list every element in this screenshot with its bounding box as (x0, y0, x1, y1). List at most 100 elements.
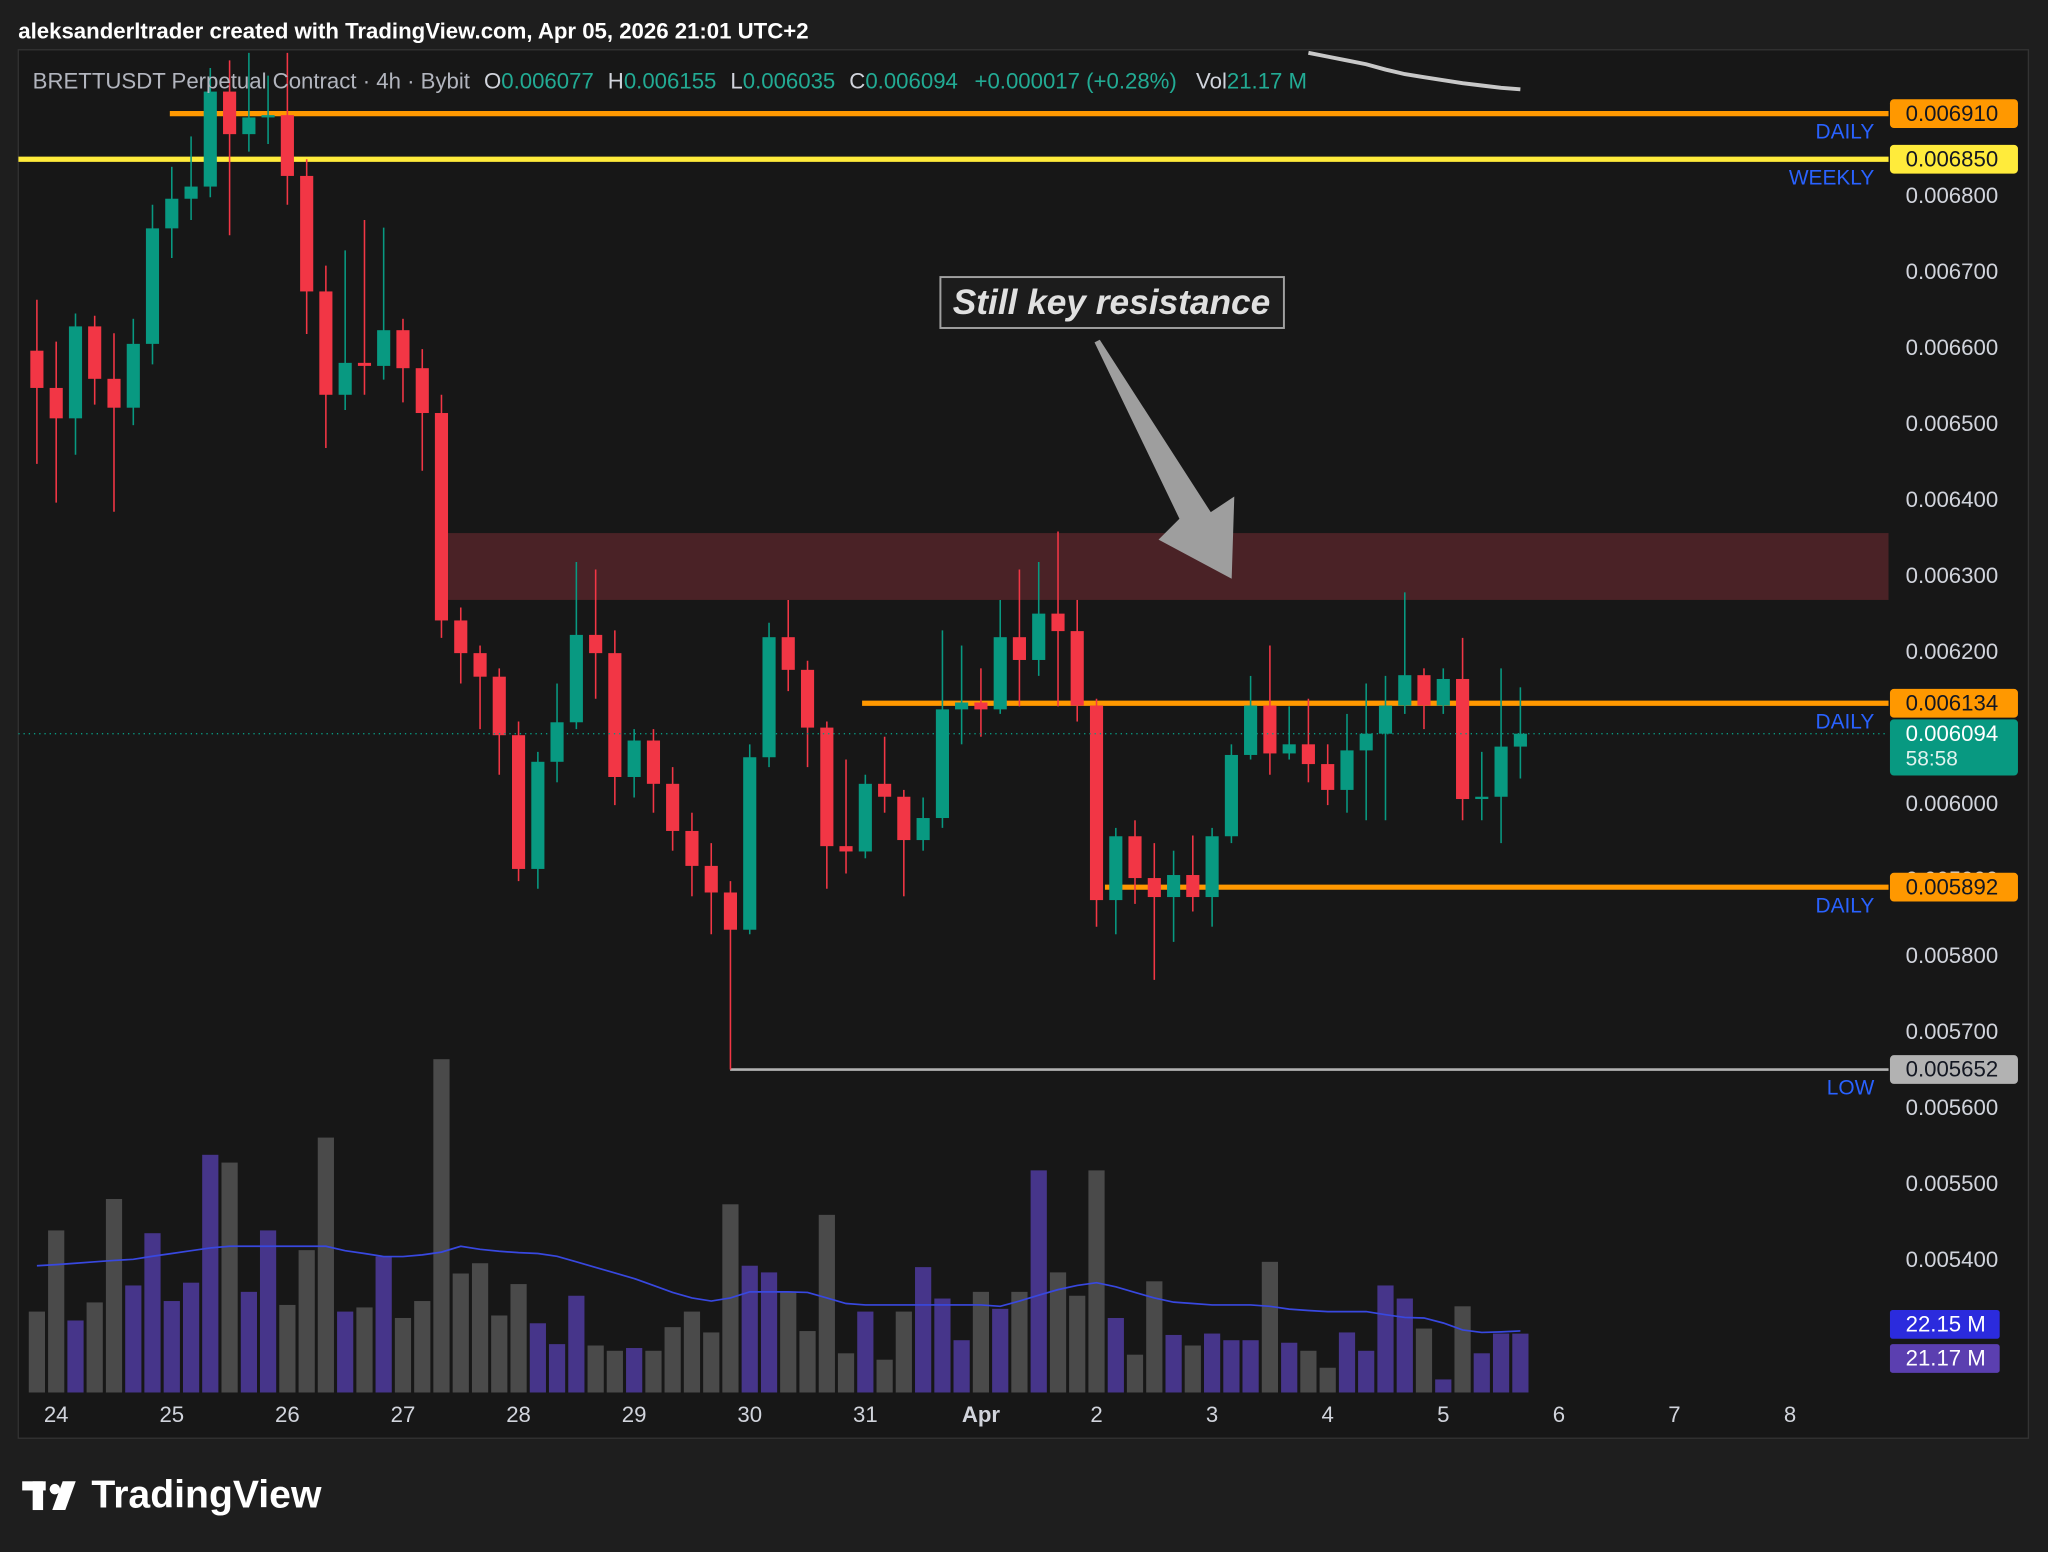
volume-bar (915, 1267, 932, 1393)
candle-body (1147, 878, 1161, 898)
candle-body (839, 846, 853, 852)
candle-body (492, 676, 506, 736)
footer-logo-icon (22, 1481, 76, 1511)
candle-body (454, 620, 468, 654)
candle-body (935, 709, 949, 819)
legend-value: 0.006035 (743, 68, 836, 93)
volume-bar (664, 1327, 681, 1393)
volume-bar (67, 1320, 84, 1393)
candle-body (974, 702, 988, 710)
volume-bar (1415, 1328, 1433, 1393)
volume-bar (356, 1307, 373, 1393)
level-badge-label: 0.005892 (1906, 874, 1999, 899)
x-tick-label: 4 (1322, 1402, 1334, 1427)
volume-bar (144, 1233, 161, 1393)
volume-bar (1126, 1354, 1144, 1393)
legend-value: 0.006094 (865, 68, 958, 93)
volume-bar (1300, 1350, 1317, 1393)
candle-body (627, 740, 641, 777)
volume-bar (780, 1291, 797, 1393)
candle-body (377, 330, 391, 366)
candle-body (396, 330, 410, 369)
legend-key: C (849, 68, 865, 93)
level-badge (1889, 872, 2018, 902)
candle-body (415, 368, 429, 414)
annotation-arrow (1094, 339, 1235, 579)
level-tag: DAILY (1816, 894, 1875, 917)
volume-ma-badge (1889, 1310, 2000, 1339)
candle-body (88, 326, 102, 379)
candle-body (68, 326, 83, 419)
candle-body (1513, 733, 1527, 747)
x-tick-label: 31 (853, 1402, 878, 1427)
volume-bar (1396, 1298, 1413, 1393)
last-price-badge (1889, 719, 2018, 776)
volume-bar (1492, 1333, 1510, 1393)
x-tick-label: 28 (506, 1402, 531, 1427)
volume-bar (279, 1304, 296, 1393)
candle-body (1378, 705, 1393, 734)
candle-body (1436, 678, 1450, 706)
legend-value: 0.006155 (624, 68, 717, 93)
x-tick-label: 3 (1206, 1402, 1218, 1427)
y-tick-label: 0.006700 (1906, 259, 1999, 284)
attribution: aleksanderltrader created with TradingVi… (18, 19, 808, 44)
candle-body (49, 387, 63, 419)
candle-body (1224, 754, 1238, 837)
volume-bar (992, 1308, 1009, 1393)
volume-bar (1069, 1295, 1086, 1393)
candle-body (1263, 705, 1277, 754)
candle-body (1359, 733, 1373, 751)
volume-bar (934, 1298, 951, 1393)
volume-bar (125, 1285, 142, 1393)
volume-bar (895, 1311, 912, 1393)
y-tick-label: 0.006800 (1906, 183, 1999, 208)
volume-bar (818, 1214, 835, 1393)
volume-bar (452, 1273, 469, 1393)
candle-body (704, 865, 718, 893)
volume-bar (1319, 1367, 1336, 1393)
level-badge-label: 0.006910 (1906, 101, 1999, 126)
candle-body (569, 634, 583, 723)
candle-body (300, 175, 314, 292)
legend-symbol: BRETTUSDT Perpetual Contract · 4h · Bybi… (33, 68, 470, 93)
price-ma-line (1308, 50, 1521, 92)
volume-bar (1223, 1340, 1240, 1393)
volume-bar (1049, 1272, 1067, 1393)
legend: BRETTUSDT Perpetual Contract · 4h · Bybi… (33, 68, 1307, 93)
y-tick-label: 0.006000 (1906, 791, 1999, 816)
volume-bar (1261, 1261, 1279, 1393)
y-tick-label: 0.005700 (1906, 1019, 1999, 1044)
x-tick-label: 5 (1437, 1402, 1449, 1427)
candle-body (608, 653, 622, 777)
candle-body (897, 796, 911, 841)
candle-body (762, 637, 776, 758)
volume-badge (1889, 1344, 2000, 1373)
volume-bar (568, 1295, 585, 1393)
candle-body (165, 198, 179, 229)
volume-bar (683, 1311, 701, 1393)
candle-body (1032, 613, 1046, 660)
volume-bar (86, 1302, 103, 1393)
level-badge-label: 0.006850 (1906, 146, 1999, 171)
candle-body (1089, 705, 1104, 901)
legend-key: L (730, 68, 742, 93)
candle-body (1070, 631, 1084, 706)
candle-body (1282, 744, 1296, 754)
volume-bar (587, 1345, 604, 1393)
legend-key: O (484, 68, 501, 93)
candle-body (666, 783, 680, 831)
legend-volume: 21.17 M (1227, 68, 1307, 93)
volume-bar (606, 1350, 623, 1393)
volume-bar (953, 1340, 970, 1393)
plot-area (18, 50, 1889, 1393)
candle-body (878, 783, 892, 797)
x-tick-label: 8 (1784, 1402, 1796, 1427)
candle-body (743, 757, 757, 930)
volume-bar (1435, 1379, 1452, 1393)
volume-bar (1512, 1333, 1529, 1393)
candle-body (203, 91, 217, 187)
candle-body (916, 818, 930, 841)
candle-body (723, 892, 738, 930)
